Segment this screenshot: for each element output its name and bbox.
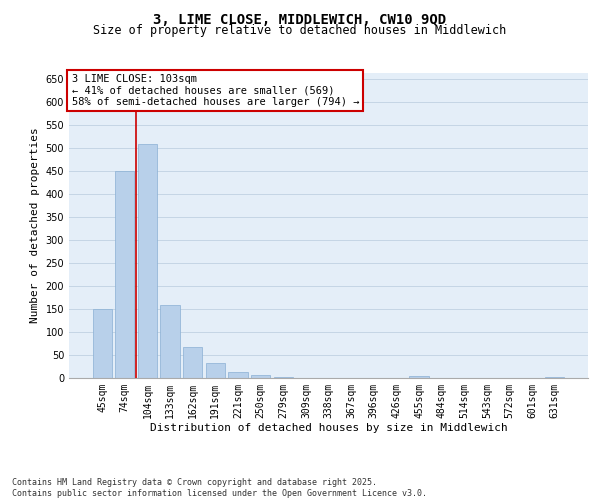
Bar [545, 376, 565, 378]
Bar [206, 364, 225, 378]
Bar [183, 347, 202, 378]
Y-axis label: Number of detached properties: Number of detached properties [30, 127, 40, 323]
Text: 3, LIME CLOSE, MIDDLEWICH, CW10 9QD: 3, LIME CLOSE, MIDDLEWICH, CW10 9QD [154, 12, 446, 26]
X-axis label: Distribution of detached houses by size in Middlewich: Distribution of detached houses by size … [149, 423, 508, 433]
Bar [160, 305, 180, 378]
Bar [92, 308, 112, 378]
Bar [115, 171, 134, 378]
Bar [229, 372, 248, 378]
Bar [138, 144, 157, 378]
Bar [409, 376, 428, 378]
Text: Contains HM Land Registry data © Crown copyright and database right 2025.
Contai: Contains HM Land Registry data © Crown c… [12, 478, 427, 498]
Text: Size of property relative to detached houses in Middlewich: Size of property relative to detached ho… [94, 24, 506, 37]
Text: 3 LIME CLOSE: 103sqm
← 41% of detached houses are smaller (569)
58% of semi-deta: 3 LIME CLOSE: 103sqm ← 41% of detached h… [71, 74, 359, 107]
Bar [251, 375, 270, 378]
